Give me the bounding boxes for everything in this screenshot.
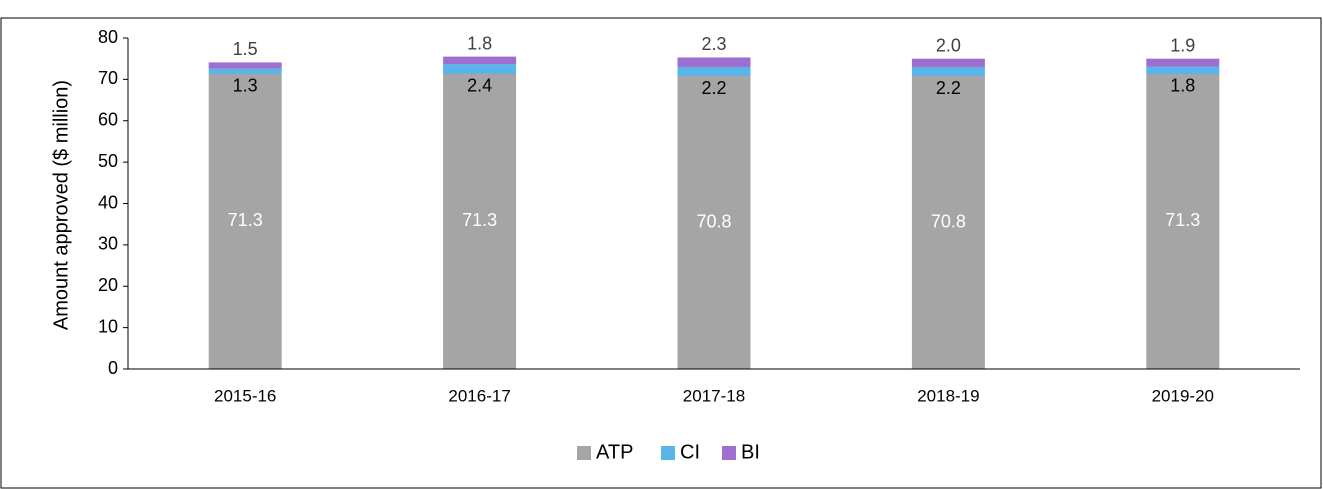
data-label: 1.8 (467, 33, 492, 53)
y-tick-label: 10 (98, 316, 118, 336)
y-tick-label: 40 (98, 192, 118, 212)
legend-label: ATP (596, 441, 633, 463)
y-tick-label: 60 (98, 110, 118, 130)
x-tick-label: 2016-17 (448, 386, 510, 405)
data-label: 1.5 (233, 39, 258, 59)
legend-swatch (661, 446, 675, 460)
y-tick-label: 20 (98, 275, 118, 295)
x-tick-label: 2019-20 (1152, 386, 1214, 405)
chart-frame (0, 17, 1322, 489)
legend-label: BI (741, 441, 760, 463)
bar-segment (1146, 66, 1220, 74)
bar-segment (1146, 58, 1220, 67)
data-label: 2.3 (701, 34, 726, 54)
data-label: 2.2 (701, 78, 726, 98)
bar-segment (911, 66, 985, 77)
data-label: 2.0 (936, 35, 961, 55)
y-tick-label: 70 (98, 68, 118, 88)
data-label: 70.8 (931, 211, 966, 231)
y-tick-label: 50 (98, 151, 118, 171)
x-tick-label: 2017-18 (683, 386, 745, 405)
data-label: 1.9 (1170, 35, 1195, 55)
data-label: 1.3 (233, 76, 258, 96)
bar-segment (911, 76, 985, 369)
bar-segment (1146, 73, 1220, 369)
y-axis-label: Amount approved ($ million) (50, 80, 72, 330)
data-label: 71.3 (462, 210, 497, 230)
bar-segment (677, 57, 751, 67)
data-label: 1.8 (1170, 76, 1195, 96)
legend-swatch (722, 446, 736, 460)
y-tick-label: 80 (98, 27, 118, 47)
data-label: 2.4 (467, 76, 492, 96)
bar-segment (677, 66, 751, 77)
data-label: 71.3 (228, 210, 263, 230)
y-tick-label: 0 (108, 358, 118, 378)
legend-label: CI (680, 441, 700, 463)
data-label: 71.3 (1165, 210, 1200, 230)
bar-segment (208, 62, 282, 69)
x-tick-label: 2018-19 (917, 386, 979, 405)
bar-segment (443, 64, 517, 74)
legend-swatch (577, 446, 591, 460)
y-tick-label: 30 (98, 234, 118, 254)
bar-segment (443, 73, 517, 369)
data-label: 70.8 (696, 211, 731, 231)
data-label: 2.2 (936, 78, 961, 98)
bar-segment (208, 68, 282, 74)
bar-segment (677, 76, 751, 369)
bar-segment (208, 73, 282, 369)
bar-segment (443, 56, 517, 65)
x-tick-label: 2015-16 (214, 386, 276, 405)
bar-segment (911, 58, 985, 67)
